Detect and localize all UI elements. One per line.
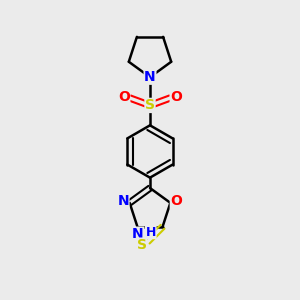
Text: N: N	[117, 194, 129, 208]
Text: H: H	[146, 226, 156, 238]
Text: O: O	[170, 89, 182, 103]
Text: S: S	[137, 238, 147, 252]
Text: S: S	[145, 98, 155, 112]
Text: O: O	[170, 194, 182, 208]
Text: O: O	[118, 89, 130, 103]
Text: N: N	[132, 227, 144, 241]
Text: N: N	[144, 70, 156, 84]
